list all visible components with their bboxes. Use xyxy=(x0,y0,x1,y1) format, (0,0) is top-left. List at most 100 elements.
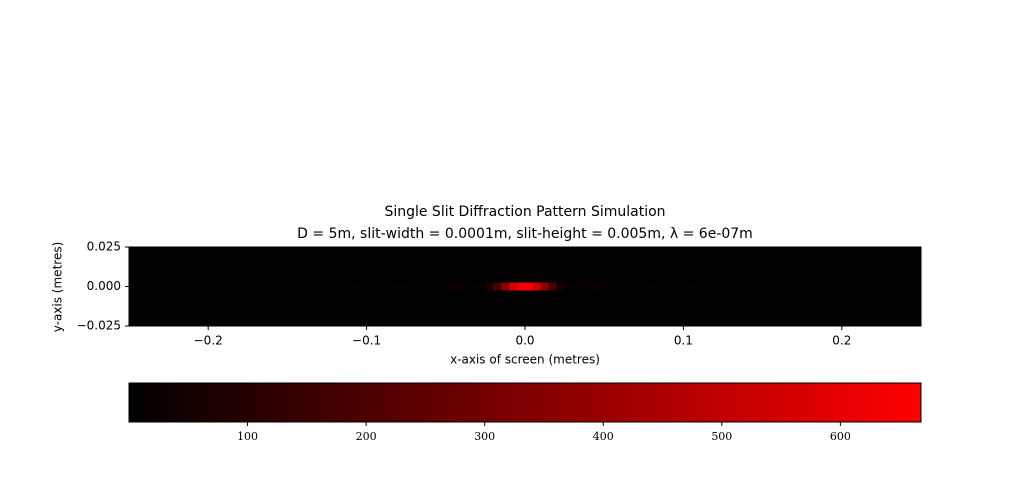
heatmap-cell xyxy=(327,282,336,291)
colorbar-tick-label: 300 xyxy=(474,430,495,443)
heatmap-cell xyxy=(770,282,779,291)
heatmap-cell xyxy=(303,282,312,291)
heatmap-cell xyxy=(794,282,803,291)
heatmap-cell xyxy=(160,282,169,291)
heatmap-cell xyxy=(414,282,423,291)
heatmap-cell xyxy=(200,282,209,291)
heatmap-cell xyxy=(398,282,407,291)
heatmap-cell xyxy=(231,282,241,291)
heatmap-cell xyxy=(825,282,835,291)
heatmap-cell xyxy=(168,282,177,291)
x-tick-label: 0.1 xyxy=(674,334,693,348)
heatmap-cell xyxy=(477,282,486,291)
heatmap-cell xyxy=(588,282,597,291)
heatmap-cell xyxy=(612,282,621,291)
colorbar-tick-label: 100 xyxy=(237,430,258,443)
heatmap-cell xyxy=(762,282,771,291)
y-tick-label: 0.025 xyxy=(87,240,121,254)
heatmap-cell xyxy=(865,282,874,291)
y-tick-label: 0.000 xyxy=(87,279,121,293)
heatmap-cell xyxy=(271,282,280,291)
heatmap-cell xyxy=(730,282,740,291)
heatmap-cell xyxy=(136,282,146,291)
heatmap-cell xyxy=(406,282,415,291)
heatmap-cell xyxy=(572,282,581,291)
heatmap-cell xyxy=(469,282,478,291)
heatmap-cell xyxy=(437,282,447,291)
heatmap-cell xyxy=(208,282,217,291)
heatmap-cell xyxy=(659,282,668,291)
heatmap-cell xyxy=(556,282,565,291)
heatmap-cell xyxy=(382,282,391,291)
heatmap-cell xyxy=(778,282,787,291)
heatmap-cell xyxy=(176,282,185,291)
heatmap-cell xyxy=(881,282,890,291)
heatmap-cell xyxy=(358,282,367,291)
heatmap-cell xyxy=(540,282,550,291)
heatmap-cell xyxy=(374,282,383,291)
heatmap-cell xyxy=(786,282,795,291)
heatmap-cell xyxy=(525,282,534,291)
heatmap-cell xyxy=(334,282,344,291)
heatmap-cell xyxy=(192,282,201,291)
heatmap-cell xyxy=(247,282,257,291)
heatmap-cell xyxy=(429,282,439,291)
heatmap-cell xyxy=(746,282,755,291)
heatmap-cell xyxy=(897,282,906,291)
colorbar-tick-label: 500 xyxy=(711,430,732,443)
heatmap-cell xyxy=(818,282,827,291)
heatmap-cell xyxy=(802,282,811,291)
heatmap-cell xyxy=(493,282,502,291)
heatmap-cell xyxy=(691,282,700,291)
x-tick-label: −0.2 xyxy=(194,334,223,348)
heatmap-cell xyxy=(643,282,653,291)
heatmap-cell xyxy=(152,282,161,291)
heatmap-cell xyxy=(532,282,542,291)
heatmap-cell xyxy=(501,282,510,291)
heatmap-cell xyxy=(287,282,296,291)
heatmap-cell xyxy=(129,282,138,291)
heatmap-cell xyxy=(651,282,660,291)
heatmap-cell xyxy=(453,282,462,291)
heatmap-cell xyxy=(699,282,708,291)
colorbar-tick-label: 600 xyxy=(830,430,851,443)
heatmap-cell xyxy=(184,282,193,291)
heatmap-cell xyxy=(604,282,613,291)
heatmap-cell xyxy=(390,282,399,291)
heatmap-cell xyxy=(849,282,858,291)
heatmap-cell xyxy=(279,282,288,291)
heatmap-cell xyxy=(224,282,233,291)
colorbar-tick-label: 400 xyxy=(593,430,614,443)
heatmap-cell xyxy=(675,282,684,291)
heatmap-cell xyxy=(445,282,455,291)
heatmap-cell xyxy=(485,282,494,291)
heatmap-cell xyxy=(683,282,692,291)
heatmap-cell xyxy=(810,282,819,291)
chart-title: Single Slit Diffraction Pattern Simulati… xyxy=(384,204,665,220)
heatmap-cell xyxy=(723,282,732,291)
x-axis-label: x-axis of screen (metres) xyxy=(450,353,600,367)
heatmap-cell xyxy=(667,282,676,291)
heatmap-cell xyxy=(311,282,320,291)
heatmap-cell xyxy=(627,282,637,291)
colorbar-tick-label: 200 xyxy=(356,430,377,443)
heatmap-cell xyxy=(596,282,605,291)
heatmap-cell xyxy=(548,282,557,291)
heatmap-cell xyxy=(144,282,154,291)
heatmap-cell xyxy=(715,282,724,291)
y-axis-label: y-axis (metres) xyxy=(51,242,65,333)
heatmap-cell xyxy=(422,282,431,291)
heatmap-cell xyxy=(841,282,851,291)
heatmap-cell xyxy=(905,282,914,291)
heatmap-cell xyxy=(833,282,843,291)
heatmap-cell xyxy=(461,282,470,291)
chart-subtitle: D = 5m, slit-width = 0.0001m, slit-heigh… xyxy=(297,226,753,242)
heatmap-cell xyxy=(295,282,304,291)
heatmap-cell xyxy=(366,282,375,291)
colorbar xyxy=(128,382,922,423)
x-tick-label: 0.2 xyxy=(832,334,851,348)
heatmap-cell xyxy=(216,282,225,291)
heatmap-cell xyxy=(239,282,249,291)
heatmap-cell xyxy=(620,282,629,291)
